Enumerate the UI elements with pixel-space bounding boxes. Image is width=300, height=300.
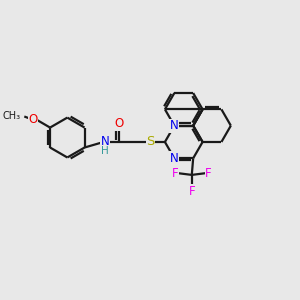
Text: CH₃: CH₃: [2, 112, 20, 122]
Text: O: O: [114, 117, 124, 130]
Text: N: N: [170, 152, 179, 165]
Text: F: F: [172, 167, 178, 180]
Text: S: S: [146, 136, 155, 148]
Text: F: F: [206, 167, 212, 180]
Text: H: H: [101, 146, 109, 156]
Text: F: F: [188, 185, 195, 198]
Text: N: N: [101, 136, 110, 148]
Text: N: N: [170, 119, 179, 132]
Text: O: O: [28, 113, 38, 126]
